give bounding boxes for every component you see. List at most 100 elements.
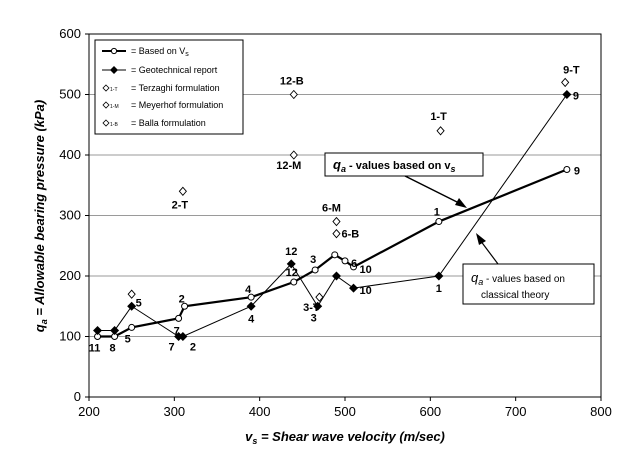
point-label: 5 — [136, 297, 142, 309]
y-tick-label: 200 — [59, 268, 81, 283]
point-label: 1 — [436, 283, 442, 295]
legend-subscript-balla: 1-B — [110, 122, 118, 128]
annotation-classical-line1: qa - values based on — [471, 270, 565, 287]
marker-geotech — [178, 332, 188, 341]
marker-geotech — [286, 259, 296, 269]
marker-vs — [435, 218, 443, 226]
point-label: 12 — [285, 246, 297, 258]
y-axis-ticks: 0 100 200 300 400 500 600 — [59, 26, 89, 404]
legend-label-meyerhof: = Meyerhof formulation — [131, 100, 223, 110]
marker-geotech — [331, 271, 341, 281]
y-tick-label: 100 — [59, 329, 81, 344]
x-tick-label: 500 — [334, 404, 356, 419]
legend-marker-geotech — [110, 66, 118, 74]
y-tick-label: 600 — [59, 26, 81, 41]
annotation-vs-text: qa - values based on vs — [333, 157, 456, 174]
y-tick-label: 500 — [59, 87, 81, 102]
x-tick-label: 600 — [419, 404, 441, 419]
marker-vs — [331, 251, 339, 259]
marker-geotech — [246, 301, 256, 311]
annotation-classical-arrowhead — [476, 233, 486, 245]
point-label: 6 — [351, 258, 357, 270]
marker-vs — [563, 166, 571, 174]
annotation-classical-box — [462, 263, 595, 305]
x-tick-label: 300 — [163, 404, 185, 419]
legend-label-vs: = Based on Vs — [131, 46, 189, 58]
point-label: 3 — [311, 312, 317, 324]
marker-vs — [247, 293, 255, 301]
point-label: 10 — [360, 264, 372, 276]
point-label: 9 — [573, 91, 579, 103]
marker-vs — [181, 302, 189, 310]
point-label: 1-T — [430, 111, 447, 123]
legend-marker-meyerhof — [102, 101, 110, 109]
point-label: 9 — [574, 166, 580, 178]
legend-box — [94, 39, 244, 135]
annotation-classical-arrow — [479, 239, 499, 265]
legend-subscript-meyerhof: 1-M — [110, 104, 119, 110]
point-label: 7 — [169, 342, 175, 354]
point-label: 4 — [245, 284, 252, 296]
point-label: 1 — [434, 207, 440, 219]
y-tick-label: 0 — [74, 389, 81, 404]
marker-geotech — [93, 325, 103, 335]
point-label: 10 — [360, 285, 372, 297]
annotation-classical-line2: classical theory — [481, 290, 549, 301]
marker-theory-3 — [332, 216, 341, 227]
marker-vs — [341, 257, 349, 265]
annotation-vs-arrow — [404, 175, 462, 205]
marker-theory-4 — [127, 289, 136, 299]
annotation-classical: qa - values based on classical theory — [462, 233, 595, 305]
marker-geotech — [110, 325, 120, 335]
point-label: 5 — [125, 333, 131, 345]
marker-theory-4 — [289, 89, 298, 100]
point-label: 12-B — [280, 76, 304, 88]
marker-vs — [175, 314, 183, 322]
point-label: 4 — [248, 313, 255, 325]
legend-subscript-terzaghi: 1-T — [110, 87, 118, 93]
marker-vs — [350, 263, 358, 271]
point-label: 9-T — [563, 64, 580, 76]
marker-theory-2 — [315, 292, 324, 302]
marker-theory-3 — [289, 150, 298, 160]
marker-vs — [290, 278, 298, 286]
x-axis-ticks: 200 300 400 500 600 700 800 — [78, 397, 612, 419]
legend-label-balla: = Balla formulation — [131, 118, 206, 128]
marker-theory-2 — [436, 126, 445, 136]
marker-geotech — [313, 301, 323, 311]
point-label: 2 — [179, 293, 185, 305]
marker-geotech — [434, 271, 444, 281]
point-label: 2-T — [172, 199, 189, 211]
marker-geotech — [349, 283, 359, 293]
marker-geotech — [127, 301, 137, 311]
legend: = Based on Vs = Geotechnical report 1-T … — [94, 39, 244, 135]
point-label: 12 — [286, 267, 298, 279]
point-label: 7 — [174, 325, 180, 337]
point-label: 6-M — [322, 203, 341, 215]
point-label: 3-T — [303, 302, 320, 314]
series-line-1 — [97, 94, 568, 337]
y-axis-title: qa = Allowable bearing pressure (kPa) — [32, 100, 49, 332]
legend-marker-balla — [102, 119, 110, 127]
x-tick-label: 200 — [78, 404, 100, 419]
legend-marker-vs — [110, 47, 118, 55]
x-tick-label: 400 — [249, 404, 271, 419]
annotation-vs-box — [324, 152, 484, 177]
x-tick-label: 700 — [505, 404, 527, 419]
x-tick-label: 800 — [590, 404, 612, 419]
marker-vs — [311, 266, 319, 274]
point-label: 2 — [190, 342, 196, 354]
marker-vs — [128, 323, 136, 331]
marker-theory-4 — [332, 228, 341, 239]
y-tick-label: 300 — [59, 208, 81, 223]
legend-label-terzaghi: = Terzaghi formulation — [131, 83, 220, 93]
point-label: 12-M — [276, 160, 301, 172]
point-label: 11 — [89, 343, 101, 355]
legend-marker-terzaghi — [102, 84, 110, 92]
legend-label-geotech: = Geotechnical report — [131, 65, 218, 75]
annotation-vs: qa - values based on vs — [324, 152, 484, 208]
marker-theory-2 — [561, 77, 570, 88]
